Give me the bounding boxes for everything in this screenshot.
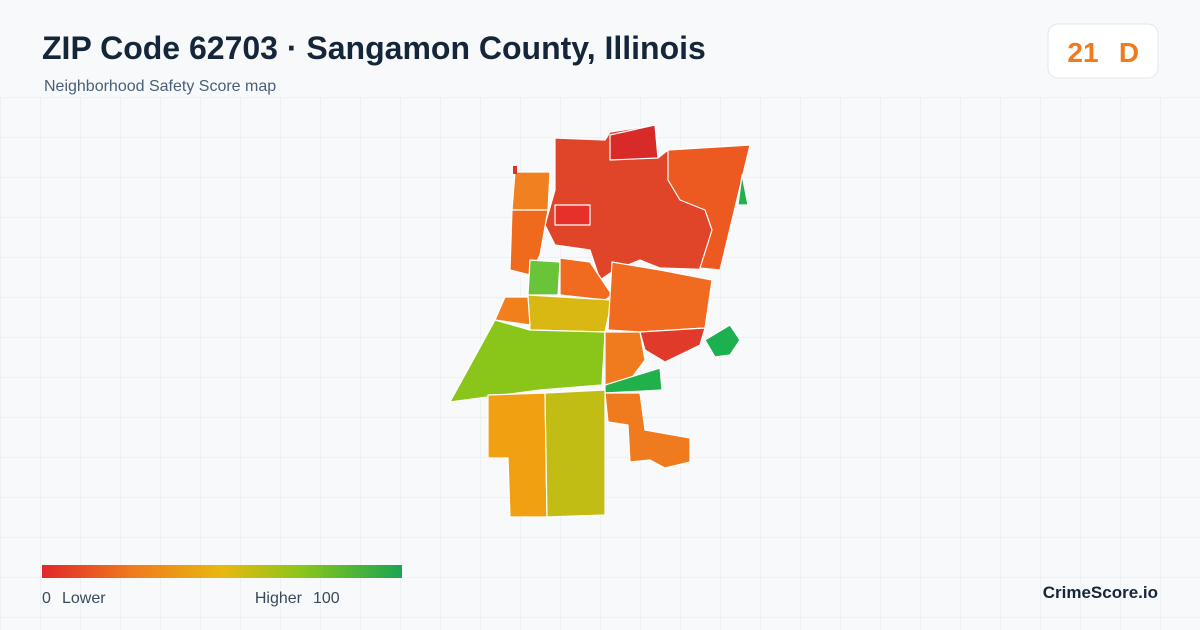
brand: CrimeScore.io	[1043, 583, 1158, 602]
legend-min: 0	[42, 590, 51, 607]
score-grade: D	[1119, 37, 1139, 68]
title: ZIP Code 62703 · Sangamon County, Illino…	[42, 30, 706, 66]
legend-bar	[42, 565, 402, 578]
map	[449, 124, 751, 518]
score-badge	[1047, 23, 1159, 79]
score-value: 21	[1067, 37, 1098, 68]
subtitle: Neighborhood Safety Score map	[44, 78, 276, 95]
legend-max: 100	[313, 590, 340, 607]
legend-max-label: Higher	[255, 590, 303, 607]
legend-min-label: Lower	[62, 590, 106, 607]
